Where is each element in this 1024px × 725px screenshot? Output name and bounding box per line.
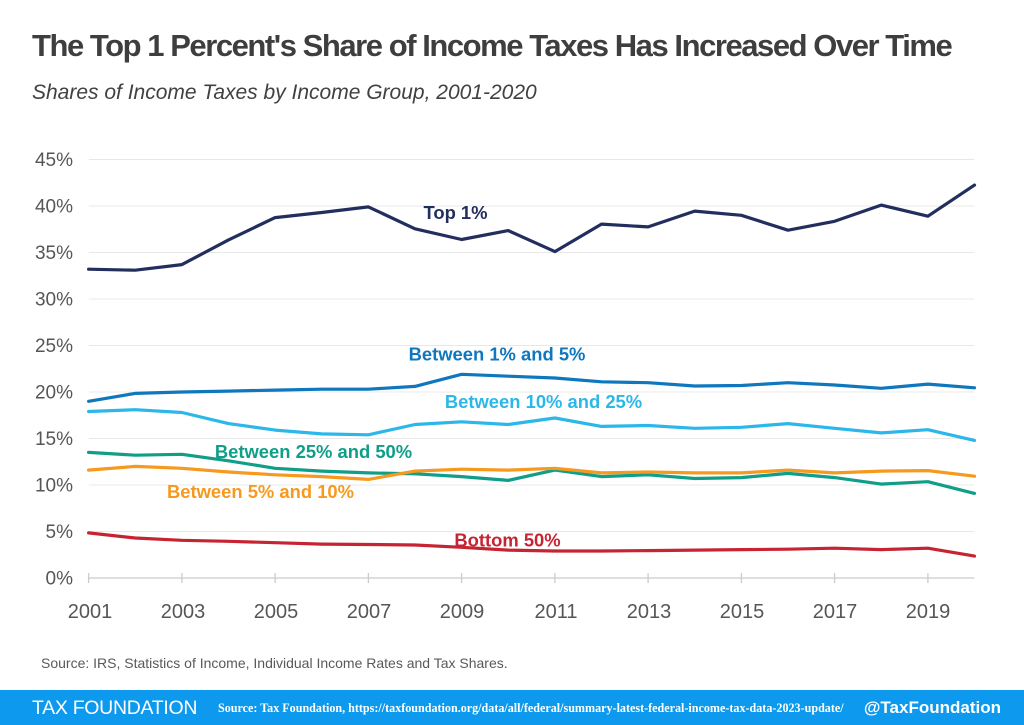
svg-text:5%: 5% <box>46 522 74 543</box>
svg-text:0%: 0% <box>46 569 74 590</box>
svg-text:2001: 2001 <box>68 601 113 623</box>
svg-text:Between 5% and 10%: Between 5% and 10% <box>167 481 354 502</box>
svg-text:10%: 10% <box>35 476 73 497</box>
svg-text:2003: 2003 <box>161 601 206 623</box>
svg-text:Top 1%: Top 1% <box>423 202 487 223</box>
svg-text:40%: 40% <box>35 197 73 218</box>
svg-text:25%: 25% <box>35 336 73 357</box>
svg-text:2011: 2011 <box>534 601 577 623</box>
svg-text:35%: 35% <box>35 243 73 264</box>
svg-text:20%: 20% <box>35 383 73 404</box>
svg-text:Between 25% and 50%: Between 25% and 50% <box>215 441 412 462</box>
svg-text:Between 10% and 25%: Between 10% and 25% <box>445 391 642 412</box>
svg-text:30%: 30% <box>35 290 73 311</box>
svg-text:Bottom 50%: Bottom 50% <box>454 530 560 551</box>
svg-text:Between 1% and 5%: Between 1% and 5% <box>409 344 586 365</box>
svg-text:2015: 2015 <box>720 601 765 623</box>
svg-text:15%: 15% <box>35 429 73 450</box>
svg-text:2005: 2005 <box>254 601 299 623</box>
svg-text:2009: 2009 <box>440 601 485 623</box>
svg-text:2017: 2017 <box>813 601 858 623</box>
svg-text:2019: 2019 <box>906 601 951 623</box>
svg-text:45%: 45% <box>35 150 73 171</box>
svg-text:2007: 2007 <box>347 601 392 623</box>
svg-text:2013: 2013 <box>627 601 672 623</box>
